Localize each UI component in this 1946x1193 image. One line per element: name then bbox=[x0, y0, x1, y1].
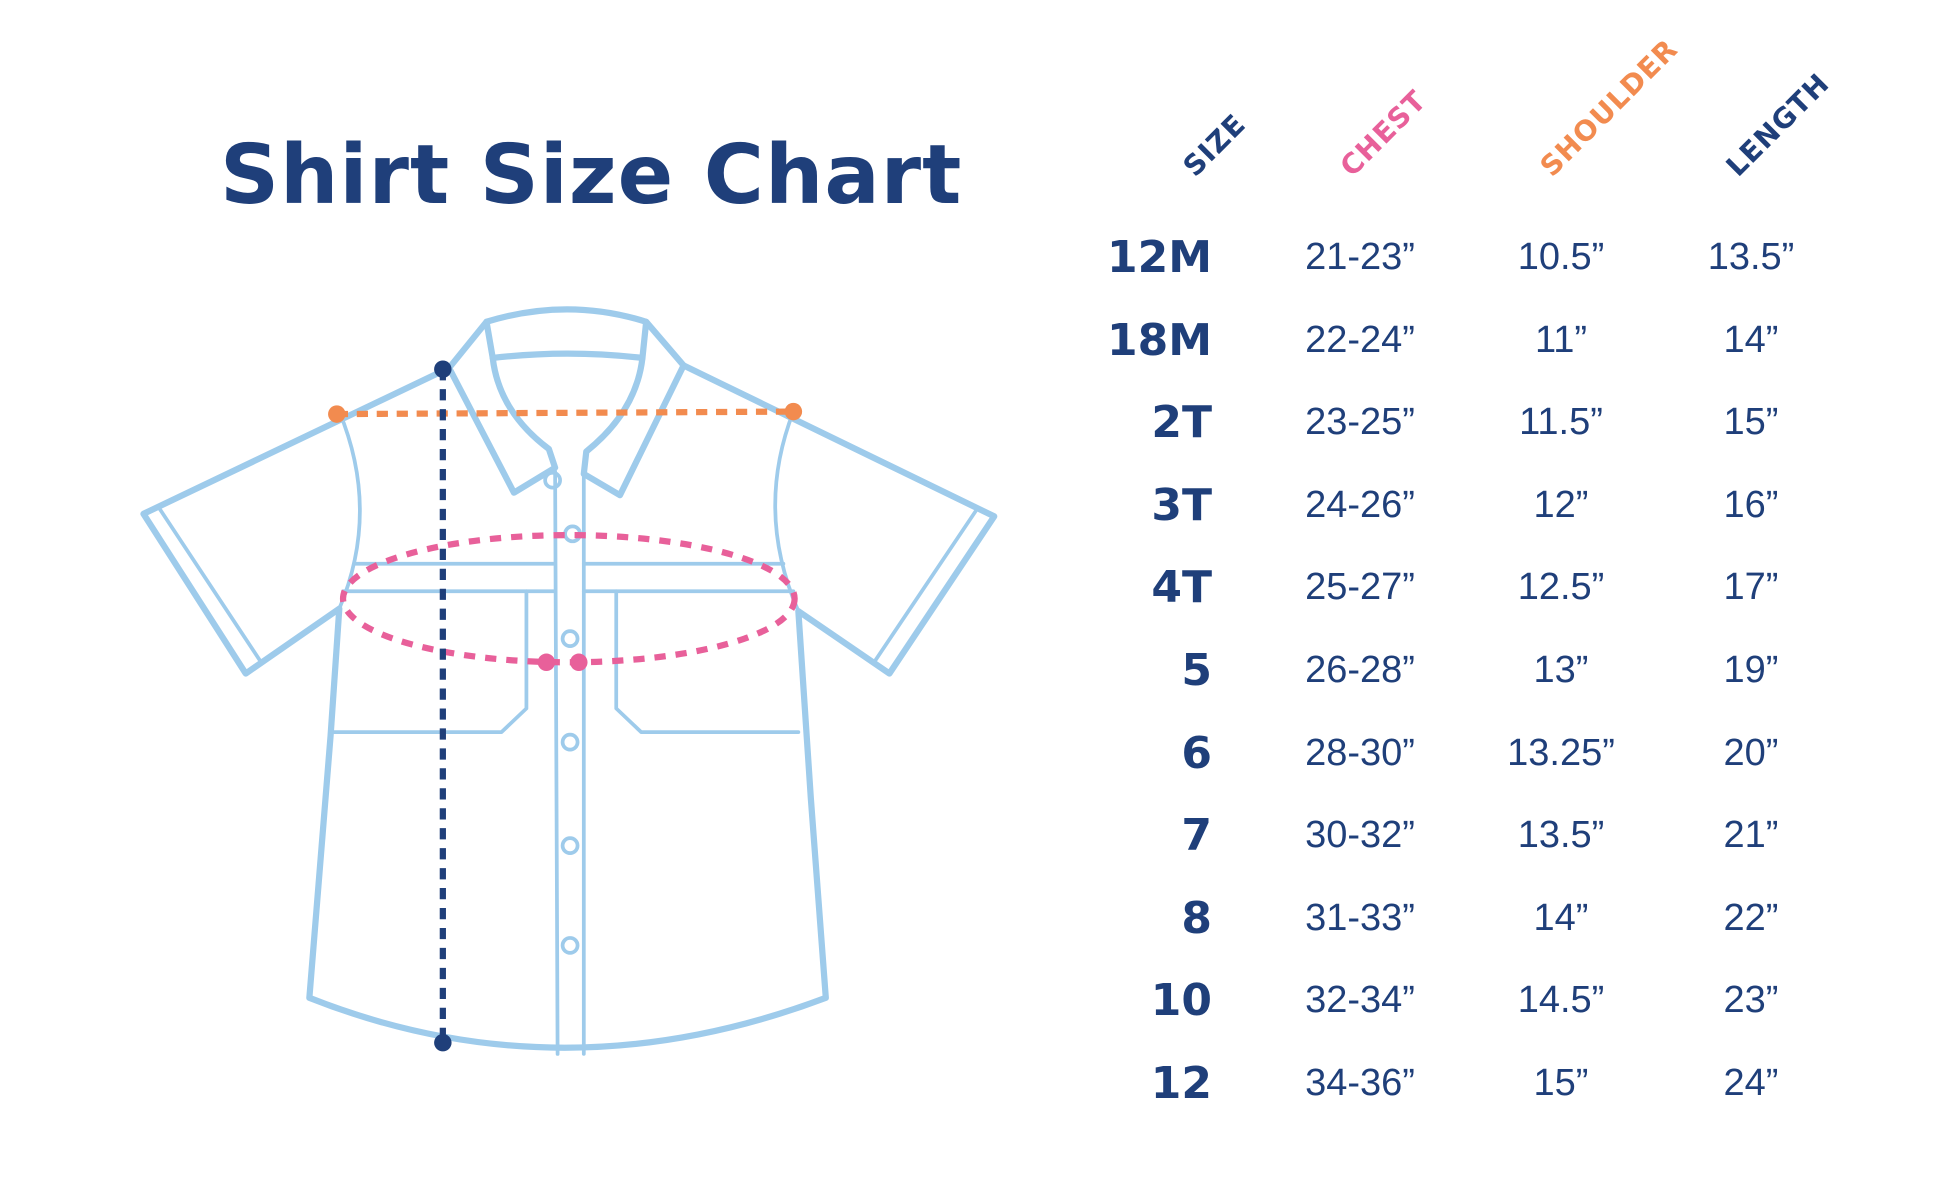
shoulder-value: 12” bbox=[1533, 483, 1589, 526]
size-label: 6 bbox=[1181, 727, 1212, 779]
shoulder-value: 11” bbox=[1534, 318, 1588, 361]
length-value: 22” bbox=[1723, 896, 1779, 939]
table-row: 3T 24-26” 12” 16” bbox=[0, 480, 1946, 540]
chest-value: 31-33” bbox=[1305, 896, 1415, 939]
length-value: 15” bbox=[1723, 401, 1779, 444]
length-value: 13.5” bbox=[1707, 236, 1795, 278]
shoulder-value: 14” bbox=[1533, 896, 1589, 939]
length-value: 19” bbox=[1723, 649, 1779, 691]
size-label: 2T bbox=[1151, 397, 1212, 449]
shoulder-value: 10.5” bbox=[1517, 236, 1605, 278]
chest-value: 25-27” bbox=[1305, 566, 1415, 609]
size-label: 4T bbox=[1151, 562, 1212, 614]
length-value: 17” bbox=[1723, 566, 1779, 609]
shoulder-measure-line bbox=[328, 402, 803, 423]
shoulder-value: 13” bbox=[1533, 649, 1589, 691]
table-row: 12M 21-23” 10.5” 13.5” bbox=[0, 232, 1946, 292]
placket bbox=[553, 469, 586, 1056]
table-row: 4T 25-27” 12.5” 17” bbox=[0, 562, 1946, 622]
shoulder-value: 11.5” bbox=[1519, 401, 1603, 444]
table-row: 2T 23-25” 11.5” 15” bbox=[0, 397, 1946, 457]
size-label: 8 bbox=[1181, 892, 1212, 944]
shoulder-value: 13.25” bbox=[1507, 731, 1615, 774]
length-value: 20” bbox=[1723, 731, 1779, 774]
left-cuff bbox=[157, 507, 264, 666]
chest-value: 32-34” bbox=[1305, 979, 1415, 1022]
yoke-lines bbox=[341, 561, 796, 594]
table-row: 10 32-34” 14.5” 23” bbox=[0, 975, 1946, 1035]
length-measure-line bbox=[434, 360, 452, 1052]
length-value: 14” bbox=[1723, 318, 1779, 361]
chest-value: 22-24” bbox=[1305, 318, 1415, 361]
chest-value: 34-36” bbox=[1305, 1062, 1415, 1104]
shoulder-value: 13.5” bbox=[1517, 814, 1605, 857]
table-row: 8 31-33” 14” 22” bbox=[0, 893, 1946, 953]
size-label: 3T bbox=[1151, 479, 1212, 531]
shirt-body-outline bbox=[140, 306, 998, 1051]
size-label: 5 bbox=[1181, 645, 1212, 696]
shoulder-value: 14.5” bbox=[1517, 979, 1605, 1022]
length-value: 24” bbox=[1723, 1062, 1779, 1104]
collar-left bbox=[445, 354, 559, 496]
chest-value: 26-28” bbox=[1305, 649, 1415, 691]
chest-value: 30-32” bbox=[1305, 814, 1415, 857]
chest-value: 23-25” bbox=[1305, 401, 1415, 444]
chest-value: 21-23” bbox=[1305, 236, 1415, 278]
table-row: 6 28-30” 13.25” 20” bbox=[0, 728, 1946, 788]
right-cuff bbox=[871, 509, 978, 666]
right-pocket bbox=[614, 589, 801, 735]
collar-right bbox=[580, 354, 687, 499]
collar-band bbox=[483, 318, 650, 362]
size-label: 12 bbox=[1150, 1058, 1212, 1109]
size-label: 18M bbox=[1106, 314, 1212, 366]
length-value: 21” bbox=[1723, 814, 1779, 857]
size-label: 10 bbox=[1150, 975, 1212, 1027]
chest-measure-line bbox=[339, 531, 798, 672]
shoulder-value: 12.5” bbox=[1517, 566, 1605, 609]
left-pocket bbox=[332, 589, 529, 735]
size-label: 12M bbox=[1106, 232, 1212, 283]
length-value: 23” bbox=[1723, 979, 1779, 1022]
table-row: 5 26-28” 13” 19” bbox=[0, 645, 1946, 705]
table-row: 12 34-36” 15” 24” bbox=[0, 1058, 1946, 1118]
length-value: 16” bbox=[1723, 483, 1779, 526]
page-title: Shirt Size Chart bbox=[220, 128, 963, 223]
right-armhole bbox=[773, 409, 801, 614]
buttons bbox=[543, 470, 582, 955]
chest-value: 24-26” bbox=[1305, 483, 1415, 526]
shoulder-value: 15” bbox=[1533, 1062, 1589, 1104]
table-row: 18M 22-24” 11” 14” bbox=[0, 315, 1946, 375]
left-armhole bbox=[337, 409, 362, 611]
size-label: 7 bbox=[1181, 810, 1212, 862]
chest-value: 28-30” bbox=[1305, 731, 1415, 774]
table-row: 7 30-32” 13.5” 21” bbox=[0, 810, 1946, 870]
